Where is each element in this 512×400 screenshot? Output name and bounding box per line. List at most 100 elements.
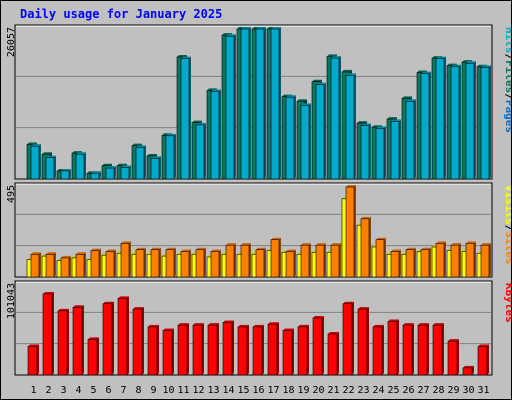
bar-kbytes-22 <box>342 301 354 376</box>
day-label-15: 15 <box>237 385 249 396</box>
bar-sites-5 <box>90 248 101 278</box>
bar-kbytes-19 <box>297 324 309 376</box>
day-label-31: 31 <box>477 385 489 396</box>
bar-hits-22 <box>345 73 356 180</box>
day-label-25: 25 <box>387 385 399 396</box>
bar-hits-31 <box>480 65 491 180</box>
day-label-6: 6 <box>105 385 111 396</box>
panel-label-visits_sites: Visits/Sites <box>503 185 511 265</box>
bar-hits-29 <box>450 64 461 180</box>
bar-sites-1 <box>30 252 41 278</box>
bar-hits-17 <box>270 27 281 180</box>
day-label-22: 22 <box>342 385 354 396</box>
bar-hits-10 <box>165 133 176 180</box>
bar-kbytes-2 <box>42 291 54 376</box>
bar-kbytes-17 <box>267 322 279 376</box>
day-label-2: 2 <box>45 385 51 396</box>
bar-hits-26 <box>405 99 416 180</box>
bar-kbytes-18 <box>282 328 294 376</box>
day-label-17: 17 <box>267 385 279 396</box>
bar-sites-2 <box>45 252 56 278</box>
bar-sites-22 <box>345 185 356 278</box>
bar-hits-24 <box>375 126 386 180</box>
bar-hits-2 <box>45 155 56 180</box>
bar-hits-5 <box>90 171 101 180</box>
bar-hits-3 <box>60 168 71 180</box>
day-label-4: 4 <box>75 385 81 396</box>
bar-sites-6 <box>105 249 116 278</box>
bar-kbytes-26 <box>402 323 414 376</box>
bar-hits-30 <box>465 61 476 180</box>
day-label-8: 8 <box>135 385 141 396</box>
bar-sites-31 <box>480 243 491 278</box>
bar-hits-9 <box>150 156 161 180</box>
bar-hits-20 <box>315 82 326 180</box>
ymax-label-kbytes: 101043 <box>6 283 17 319</box>
day-label-26: 26 <box>402 385 414 396</box>
bar-kbytes-3 <box>57 308 69 376</box>
bar-sites-13 <box>210 249 221 278</box>
panel-label-hits_files: Hits/Files/Pages <box>503 27 511 133</box>
bar-kbytes-29 <box>447 339 459 376</box>
bar-hits-1 <box>30 144 41 180</box>
panel-label-part: Files <box>503 60 511 93</box>
bar-kbytes-13 <box>207 323 219 376</box>
bar-kbytes-24 <box>372 324 384 376</box>
day-label-19: 19 <box>297 385 309 396</box>
bar-kbytes-28 <box>432 323 444 376</box>
bar-hits-12 <box>195 122 206 180</box>
bar-sites-11 <box>180 249 191 278</box>
bar-sites-17 <box>270 237 281 278</box>
bar-sites-28 <box>435 241 446 278</box>
bar-sites-21 <box>330 243 341 278</box>
day-label-27: 27 <box>417 385 429 396</box>
bar-kbytes-1 <box>27 344 39 376</box>
day-label-28: 28 <box>432 385 444 396</box>
day-label-24: 24 <box>372 385 384 396</box>
day-label-14: 14 <box>222 385 234 396</box>
bar-hits-27 <box>420 71 431 180</box>
day-label-23: 23 <box>357 385 369 396</box>
day-label-5: 5 <box>90 385 96 396</box>
panel-label-part: Sites <box>503 231 511 264</box>
panel-label-part: / <box>503 93 511 100</box>
bar-kbytes-25 <box>387 319 399 376</box>
day-label-30: 30 <box>462 385 474 396</box>
bar-sites-23 <box>360 216 371 278</box>
bar-sites-7 <box>120 241 131 278</box>
bar-kbytes-7 <box>117 296 129 376</box>
day-label-10: 10 <box>162 385 174 396</box>
bar-sites-8 <box>135 247 146 278</box>
bar-hits-11 <box>180 56 191 180</box>
day-label-20: 20 <box>312 385 324 396</box>
chart-title: Daily usage for January 2025 <box>20 7 223 21</box>
bar-hits-13 <box>210 89 221 180</box>
bar-kbytes-10 <box>162 328 174 376</box>
bar-sites-12 <box>195 247 206 278</box>
bar-sites-29 <box>450 243 461 278</box>
bar-kbytes-14 <box>222 320 234 376</box>
bar-kbytes-30 <box>462 365 474 376</box>
bar-sites-19 <box>300 243 311 278</box>
bar-kbytes-5 <box>87 337 99 376</box>
bar-sites-15 <box>240 243 251 278</box>
day-label-9: 9 <box>150 385 156 396</box>
bar-kbytes-4 <box>72 305 84 376</box>
bar-sites-3 <box>60 255 71 278</box>
panel-label-kbytes: KBytes <box>503 283 511 323</box>
day-label-13: 13 <box>207 385 219 396</box>
panel-label-part: / <box>503 54 511 61</box>
bar-hits-19 <box>300 103 311 180</box>
bar-kbytes-12 <box>192 323 204 376</box>
bar-sites-4 <box>75 252 86 278</box>
bar-sites-18 <box>285 249 296 278</box>
bar-kbytes-21 <box>327 332 339 376</box>
day-label-16: 16 <box>252 385 264 396</box>
bar-hits-23 <box>360 123 371 180</box>
bar-kbytes-9 <box>147 324 159 376</box>
bar-sites-24 <box>375 237 386 278</box>
bar-hits-7 <box>120 165 131 180</box>
panel-label-part: Pages <box>503 100 511 133</box>
